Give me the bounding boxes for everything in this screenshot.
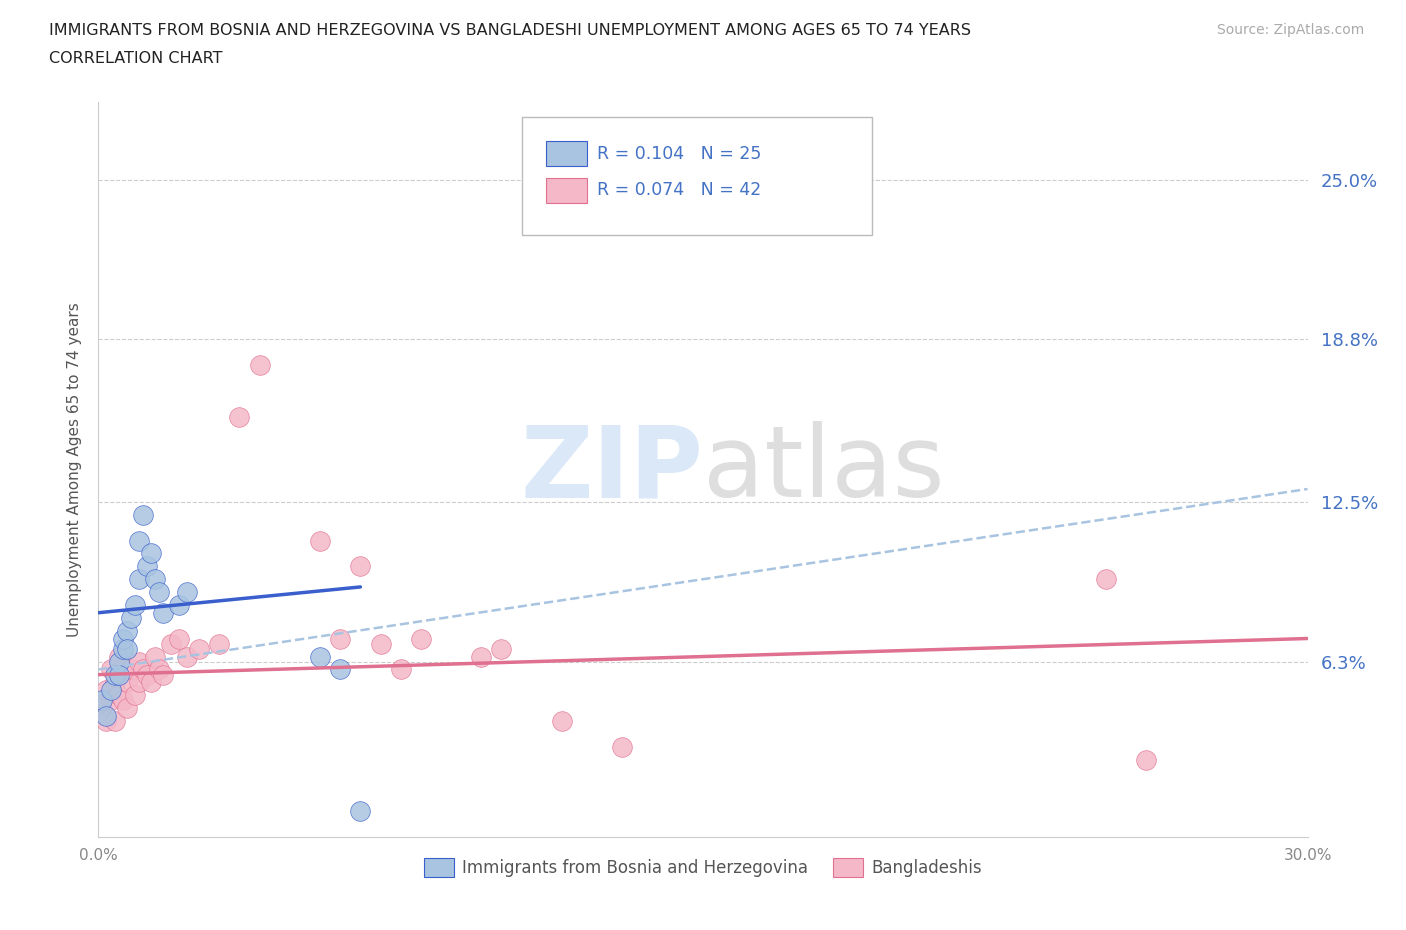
Point <box>143 572 166 587</box>
Text: IMMIGRANTS FROM BOSNIA AND HERZEGOVINA VS BANGLADESHI UNEMPLOYMENT AMONG AGES 65: IMMIGRANTS FROM BOSNIA AND HERZEGOVINA V… <box>49 23 972 38</box>
Point <box>167 631 190 646</box>
Point <box>167 598 190 613</box>
Point <box>370 636 392 651</box>
Point <box>128 675 150 690</box>
Point <box>329 631 352 646</box>
Point <box>176 585 198 600</box>
Point <box>103 667 125 682</box>
Point <box>208 636 231 651</box>
Point <box>115 623 138 638</box>
Point <box>228 409 250 424</box>
Point <box>1135 752 1157 767</box>
Text: R = 0.104   N = 25: R = 0.104 N = 25 <box>596 145 761 163</box>
Point <box>135 667 157 682</box>
Point <box>120 610 142 625</box>
Point <box>551 713 574 728</box>
Point <box>148 662 170 677</box>
Point <box>111 631 134 646</box>
Point <box>100 693 122 708</box>
Point <box>152 667 174 682</box>
Point <box>349 804 371 818</box>
Point <box>409 631 432 646</box>
Point <box>111 693 134 708</box>
Point <box>176 649 198 664</box>
Text: R = 0.074   N = 42: R = 0.074 N = 42 <box>596 181 761 199</box>
Point <box>160 636 183 651</box>
Point <box>103 675 125 690</box>
Point <box>111 642 134 657</box>
Point <box>120 662 142 677</box>
Point <box>128 533 150 548</box>
Point <box>389 662 412 677</box>
Point <box>612 739 634 754</box>
Point <box>309 649 332 664</box>
Point <box>152 605 174 620</box>
Point <box>115 700 138 715</box>
Point <box>135 559 157 574</box>
Point <box>96 683 118 698</box>
Point <box>96 709 118 724</box>
Point <box>128 655 150 670</box>
Point <box>470 649 492 664</box>
Point <box>107 655 129 670</box>
Point <box>96 713 118 728</box>
Point <box>139 546 162 561</box>
Point <box>249 358 271 373</box>
Point <box>309 533 332 548</box>
Point <box>124 688 146 703</box>
Point <box>107 688 129 703</box>
Point <box>115 642 138 657</box>
Text: Source: ZipAtlas.com: Source: ZipAtlas.com <box>1216 23 1364 37</box>
Point <box>132 508 155 523</box>
Text: ZIP: ZIP <box>520 421 703 518</box>
Point <box>103 713 125 728</box>
Point <box>143 649 166 664</box>
Point <box>329 662 352 677</box>
Point <box>128 572 150 587</box>
Point <box>349 559 371 574</box>
Text: atlas: atlas <box>703 421 945 518</box>
Point <box>148 585 170 600</box>
Point <box>100 683 122 698</box>
Point <box>91 700 114 715</box>
Legend: Immigrants from Bosnia and Herzegovina, Bangladeshis: Immigrants from Bosnia and Herzegovina, … <box>418 851 988 884</box>
FancyBboxPatch shape <box>546 141 586 166</box>
Point <box>188 642 211 657</box>
Point <box>124 598 146 613</box>
Point <box>115 675 138 690</box>
Point <box>1095 572 1118 587</box>
Point <box>91 693 114 708</box>
Point <box>107 667 129 682</box>
Point <box>132 662 155 677</box>
Y-axis label: Unemployment Among Ages 65 to 74 years: Unemployment Among Ages 65 to 74 years <box>67 302 83 637</box>
Point <box>107 649 129 664</box>
Point <box>491 642 513 657</box>
Text: CORRELATION CHART: CORRELATION CHART <box>49 51 222 66</box>
Point <box>100 662 122 677</box>
Point <box>111 662 134 677</box>
FancyBboxPatch shape <box>546 178 586 203</box>
Point <box>139 675 162 690</box>
FancyBboxPatch shape <box>522 117 872 234</box>
